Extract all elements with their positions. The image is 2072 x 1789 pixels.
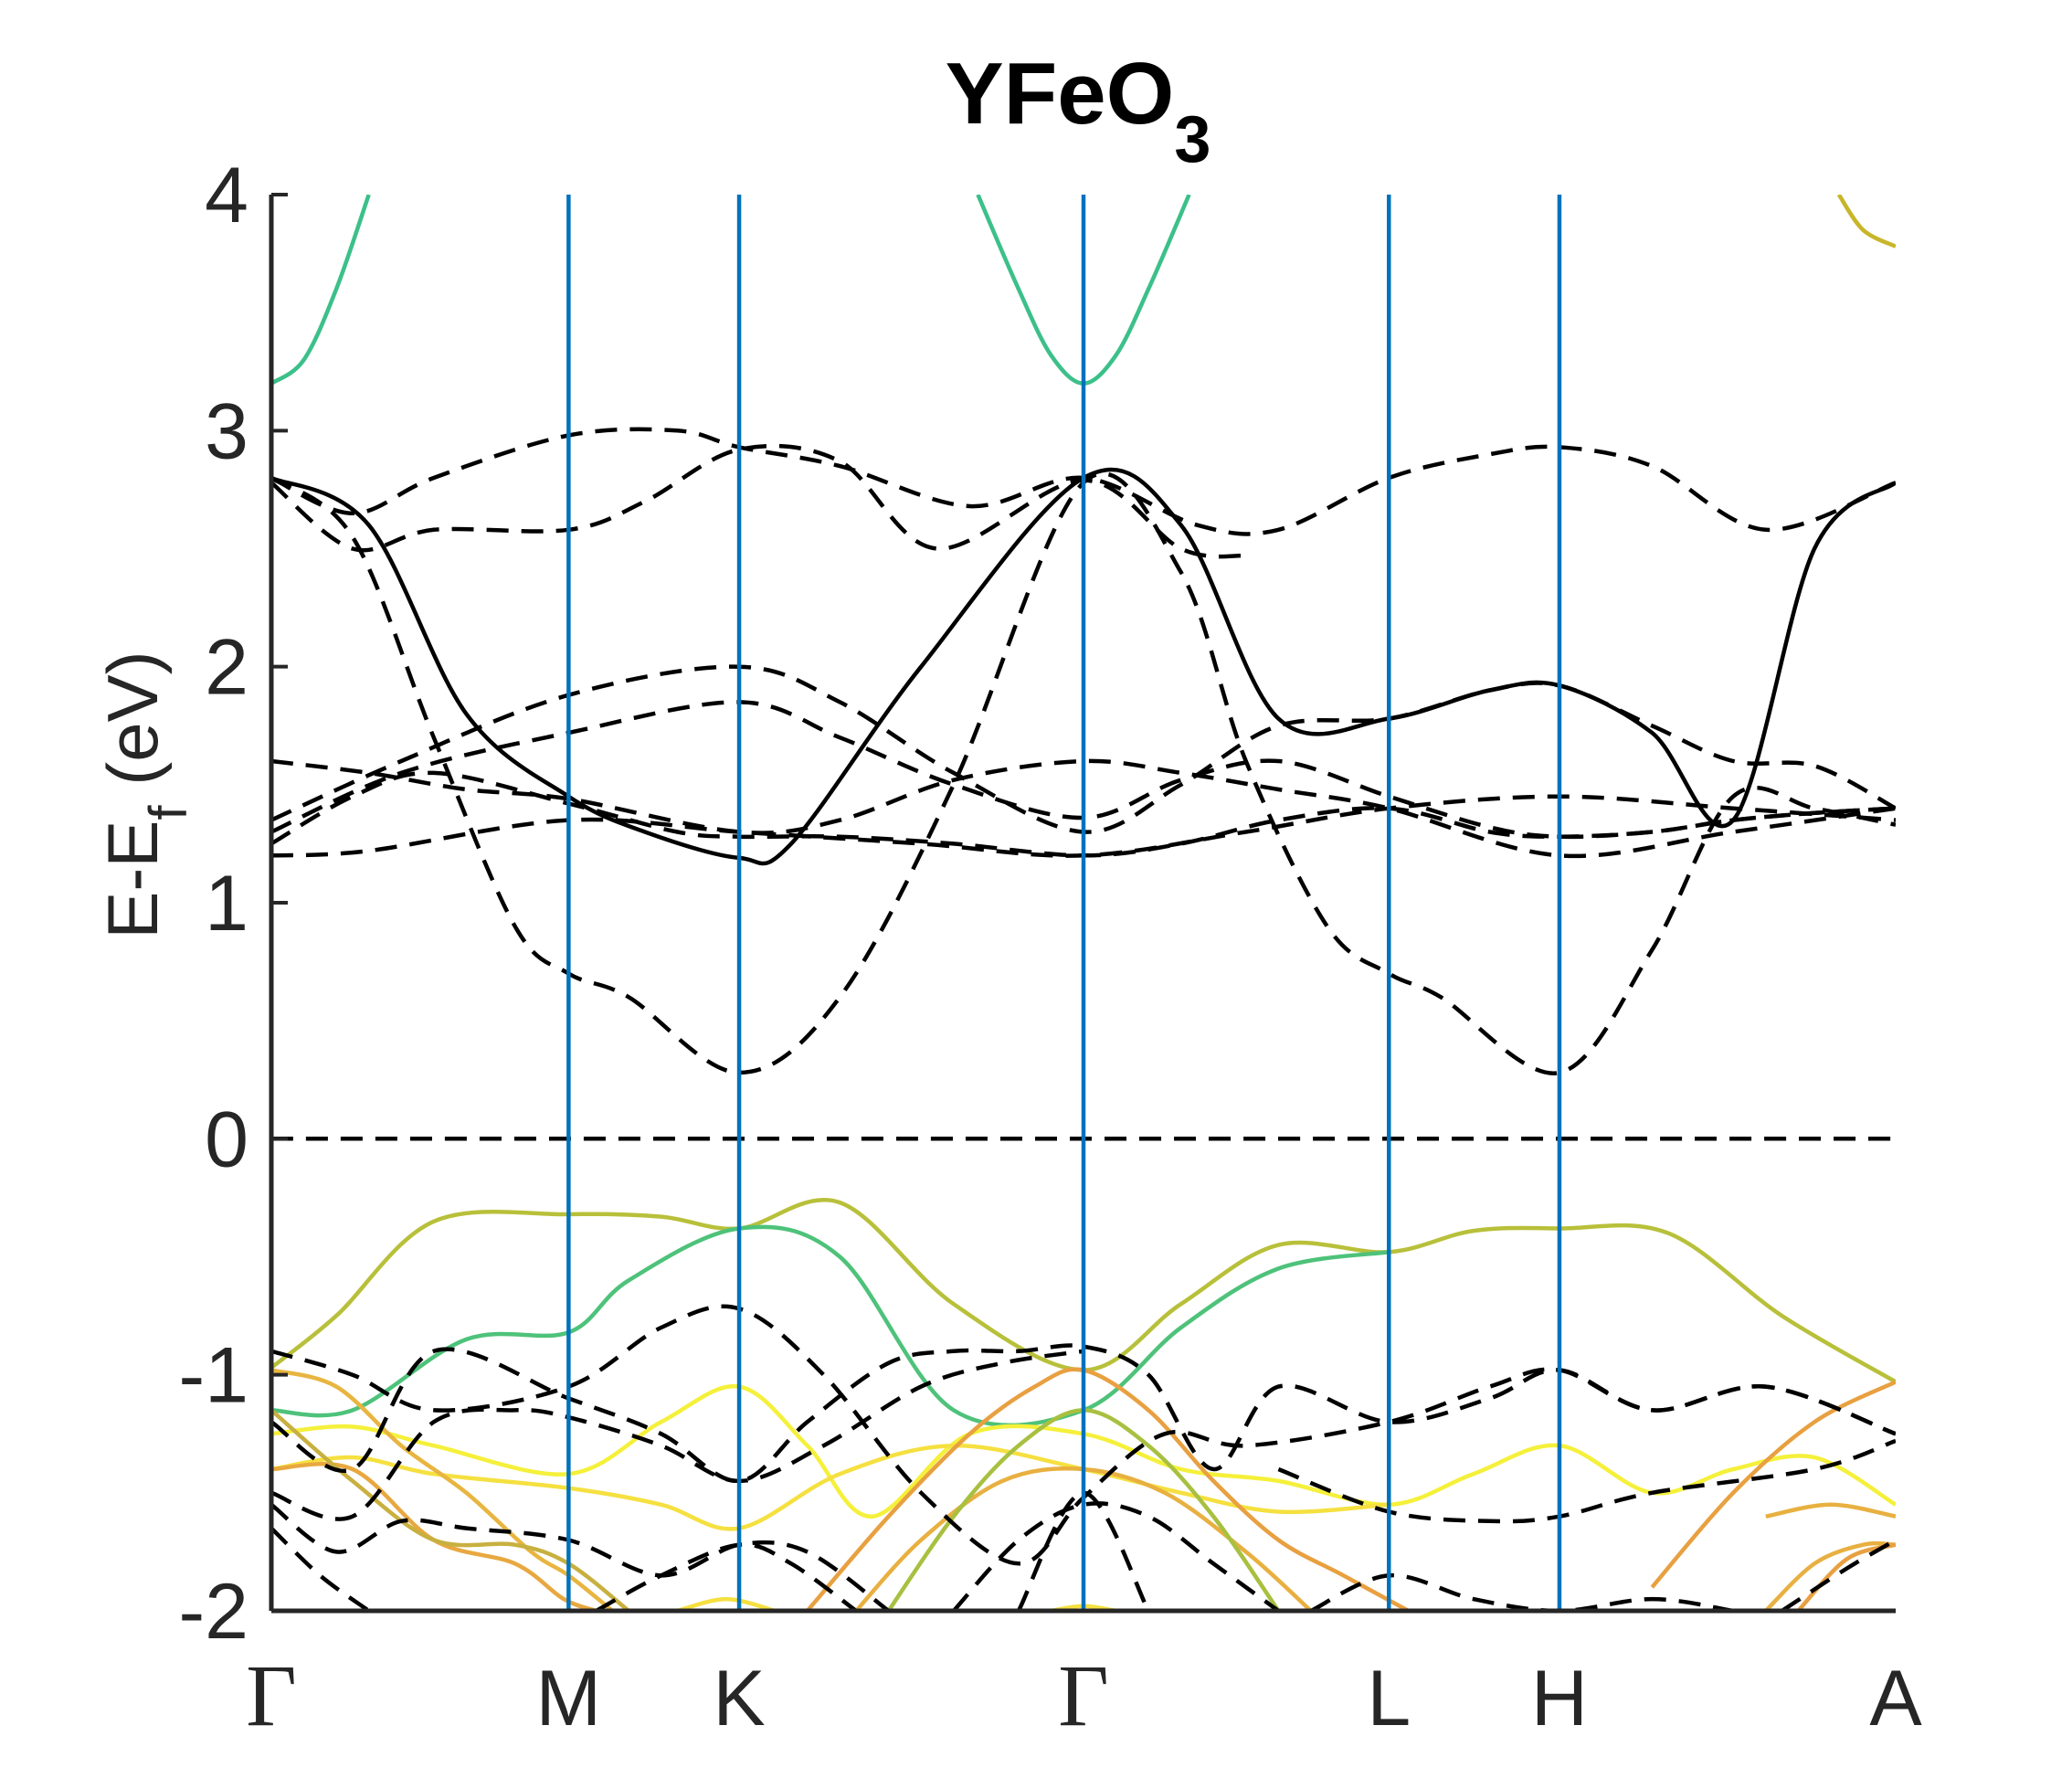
chart-title-main: YFeO xyxy=(946,45,1175,143)
band-line-20 xyxy=(805,1367,1410,1611)
band-line-7 xyxy=(271,664,1896,834)
y-tick-label-4: 2 xyxy=(205,624,248,712)
band-line-35 xyxy=(952,1501,1280,1611)
y-axis-label-main: E-E xyxy=(92,820,173,939)
x-tick-label-5: H xyxy=(1531,1655,1588,1742)
x-tick-label-2: K xyxy=(713,1655,765,1742)
y-tick-label-5: 3 xyxy=(205,387,248,475)
band-line-28 xyxy=(1650,1380,1896,1589)
y-axis-label: E-Ef (eV) xyxy=(92,651,198,938)
band-line-25 xyxy=(1765,1502,1896,1519)
x-tick-label-1: M xyxy=(536,1655,602,1742)
y-tick-label-2: 0 xyxy=(205,1096,248,1183)
band-line-23 xyxy=(1764,1540,1896,1611)
band-line-14 xyxy=(271,1224,1390,1428)
band-line-5 xyxy=(271,467,1896,866)
band-line-6 xyxy=(271,471,1896,1075)
band-line-37 xyxy=(1309,1573,1734,1611)
x-tick-label-4: L xyxy=(1367,1655,1411,1742)
band-line-31 xyxy=(271,1349,1084,1521)
band-line-17 xyxy=(271,1368,614,1611)
band-line-24 xyxy=(1796,1542,1896,1611)
band-line-9 xyxy=(271,758,1896,859)
y-axis-label-subscript: f xyxy=(139,805,198,820)
band-line-10 xyxy=(271,770,1896,858)
y-tick-label-6: 4 xyxy=(205,152,248,239)
band-line-39 xyxy=(1781,1538,1896,1611)
x-tick-label-3: Γ xyxy=(1058,1646,1109,1744)
band-line-8 xyxy=(271,700,1896,840)
band-line-36 xyxy=(1016,1490,1151,1611)
y-ticks: -2 -1 0 1 2 3 4 xyxy=(179,152,288,1656)
band-line-2 xyxy=(1836,195,1896,249)
band-line-33 xyxy=(271,1526,371,1611)
band-line-18 xyxy=(271,1462,597,1611)
x-tick-label-6: A xyxy=(1869,1655,1922,1742)
band-line-0 xyxy=(271,195,371,386)
high-symmetry-lines xyxy=(566,195,1562,1611)
y-tick-label-0: -2 xyxy=(179,1568,248,1656)
y-axis-label-unit: (eV) xyxy=(92,651,173,805)
chart-title-subscript: 3 xyxy=(1174,103,1210,176)
chart-title: YFeO3 xyxy=(946,45,1211,176)
band-line-26 xyxy=(676,1596,776,1611)
y-tick-label-1: -1 xyxy=(179,1332,248,1420)
band-line-32 xyxy=(271,1502,890,1611)
band-line-4 xyxy=(271,443,1247,559)
x-tick-label-0: Γ xyxy=(246,1646,297,1744)
band-line-19 xyxy=(271,1408,630,1611)
y-tick-label-3: 1 xyxy=(205,860,248,947)
